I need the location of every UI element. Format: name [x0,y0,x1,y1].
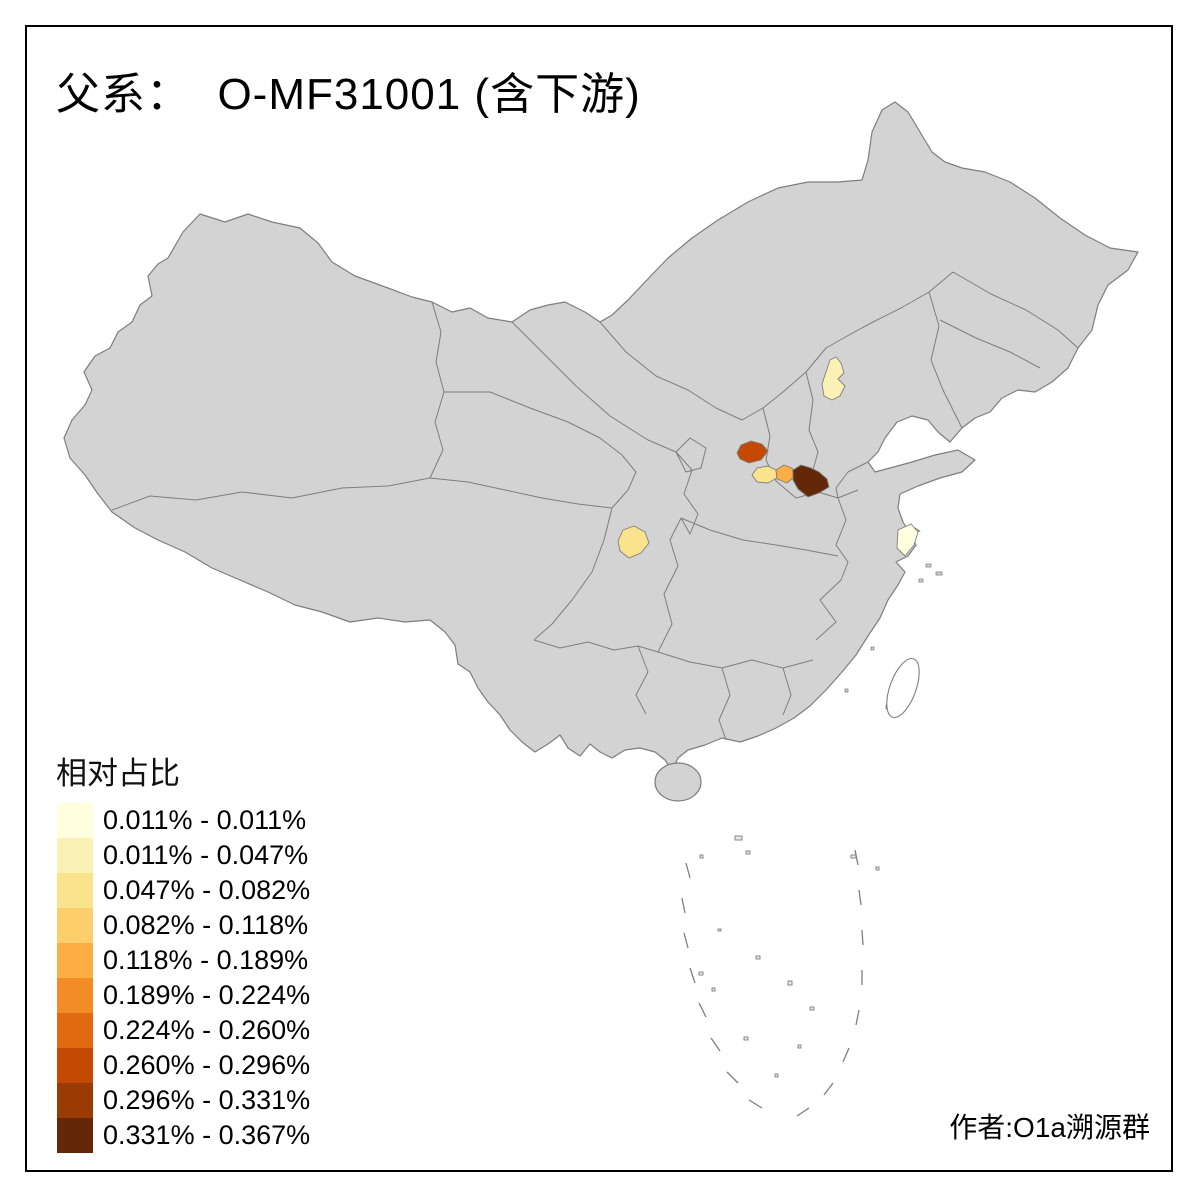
region-north-shaanxi [736,440,769,464]
mainland-outline [63,101,1139,771]
legend-row: 0.011% - 0.011% [57,803,310,838]
legend-row: 0.118% - 0.189% [57,943,310,978]
hainan-island [654,762,702,802]
region-beijing [821,356,846,401]
legend-swatch [57,1083,93,1118]
legend-swatch [57,838,93,873]
legend-swatch [57,943,93,978]
legend-row: 0.260% - 0.296% [57,1048,310,1083]
map-title: 父系： O-MF31001 (含下游) [56,70,641,119]
taiwan-island [886,657,920,719]
legend-swatch [57,1048,93,1083]
highlighted-regions [617,356,919,559]
legend-row: 0.047% - 0.082% [57,873,310,908]
legend-label: 0.331% - 0.367% [103,1120,311,1150]
legend-row: 0.011% - 0.047% [57,838,310,873]
legend-swatch [57,1118,93,1153]
legend-swatch [57,803,93,838]
legend-row: 0.331% - 0.367% [57,1118,310,1153]
legend-label: 0.189% - 0.224% [103,980,311,1010]
legend-label: 0.224% - 0.260% [103,1015,311,1045]
legend-swatch [57,908,93,943]
legend-row: 0.296% - 0.331% [57,1083,310,1118]
legend-row: 0.189% - 0.224% [57,978,310,1013]
legend-label: 0.011% - 0.047% [103,840,309,870]
region-shanghai [896,523,919,557]
legend: 0.011% - 0.011% 0.011% - 0.047% 0.047% -… [57,803,310,1153]
legend-swatch [57,873,93,908]
legend-label: 0.118% - 0.189% [103,945,309,975]
legend-label: 0.082% - 0.118% [103,910,309,940]
region-sichuan-basin [617,525,650,559]
nine-dash-line [681,849,864,1117]
author-credit: 作者:O1a溯源群 [949,1112,1150,1143]
legend-row: 0.224% - 0.260% [57,1013,310,1048]
base-map-group [63,101,1139,802]
legend-swatch [57,1013,93,1048]
legend-swatch [57,978,93,1013]
legend-label: 0.011% - 0.011% [103,805,307,835]
region-guanzhong-east [792,464,830,498]
legend-label: 0.047% - 0.082% [103,875,311,905]
legend-row: 0.082% - 0.118% [57,908,310,943]
province-borders [111,271,1079,741]
legend-title: 相对占比 [56,756,180,791]
legend-label: 0.296% - 0.331% [103,1085,311,1115]
legend-label: 0.260% - 0.296% [103,1050,311,1080]
south-china-sea-islets [698,835,880,1078]
